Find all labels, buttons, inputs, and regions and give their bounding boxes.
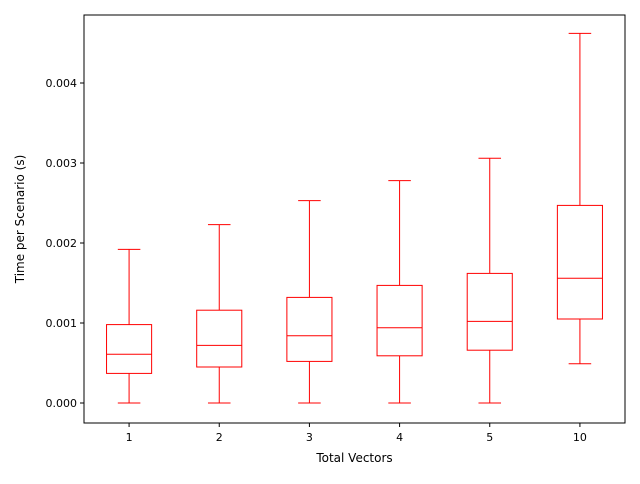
box-series bbox=[106, 32, 603, 404]
y-tick-label: 0.001 bbox=[46, 317, 78, 330]
y-tick-label: 0.004 bbox=[46, 77, 78, 90]
x-tick-label: 10 bbox=[573, 431, 587, 444]
x-axis-ticks: 1 2 3 4 5 10 bbox=[126, 423, 587, 444]
x-tick-label: 4 bbox=[396, 431, 403, 444]
iqr-box bbox=[286, 296, 333, 362]
x-axis-label: Total Vectors bbox=[315, 451, 392, 465]
iqr-box bbox=[196, 309, 243, 368]
box-4 bbox=[376, 180, 423, 404]
box-10 bbox=[556, 32, 603, 365]
iqr-box bbox=[466, 272, 513, 351]
x-tick-label: 5 bbox=[486, 431, 493, 444]
y-tick-label: 0.002 bbox=[46, 237, 78, 250]
x-tick-label: 3 bbox=[306, 431, 313, 444]
x-tick-label: 1 bbox=[126, 431, 133, 444]
box-2 bbox=[196, 224, 243, 404]
plot-area-frame bbox=[83, 14, 626, 424]
box-3 bbox=[286, 200, 333, 404]
y-tick-label: 0.000 bbox=[46, 397, 78, 410]
y-axis-ticks: 0.000 0.001 0.002 0.003 0.004 bbox=[46, 77, 84, 410]
iqr-box bbox=[376, 284, 423, 357]
iqr-box bbox=[556, 204, 603, 320]
box-1 bbox=[106, 248, 153, 404]
iqr-box bbox=[106, 324, 153, 374]
box-5 bbox=[466, 157, 513, 404]
x-tick-label: 2 bbox=[216, 431, 223, 444]
y-tick-label: 0.003 bbox=[46, 157, 78, 170]
y-axis-label: Time per Scenario (s) bbox=[13, 155, 27, 285]
